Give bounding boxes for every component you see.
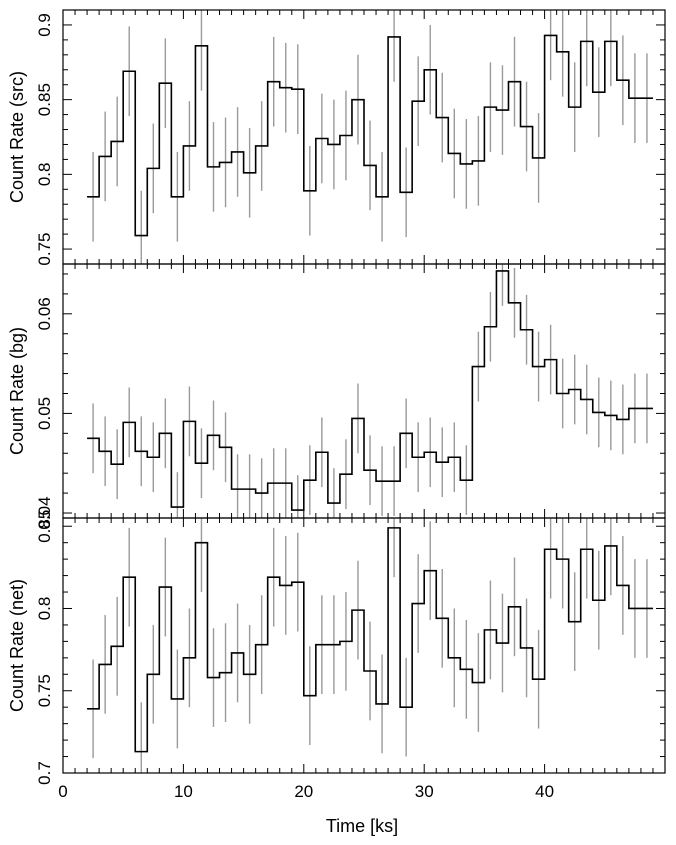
net-y-tick-label: 0.85 <box>35 510 54 543</box>
x-tick-label: 20 <box>294 782 313 801</box>
bg-ticks <box>62 264 665 518</box>
bg-step-line <box>87 270 653 511</box>
net-y-tick-labels: 0.7 0.75 0.8 0.85 <box>35 510 54 785</box>
src-error-bars <box>92 10 648 264</box>
bg-y-tick-label: 0.04 <box>35 496 54 529</box>
src-y-tick-label: 0.75 <box>35 233 54 266</box>
x-tick-label: 30 <box>415 782 434 801</box>
bg-y-tick-labels: 0.04 0.05 0.06 <box>35 297 54 529</box>
net-y-tick-label: 0.75 <box>35 674 54 707</box>
src-ticks <box>62 9 665 265</box>
src-y-tick-labels: 0.75 0.8 0.85 0.9 <box>35 13 54 265</box>
src-y-tick-label: 0.85 <box>35 83 54 116</box>
x-axis-title: Time [ks] <box>326 816 398 836</box>
bg-error-bars <box>92 264 648 518</box>
src-step-line <box>87 34 653 237</box>
src-y-tick-label: 0.8 <box>35 163 54 187</box>
bg-y-tick-label: 0.05 <box>35 397 54 430</box>
src-y-tick-label: 0.9 <box>35 13 54 37</box>
net-panel: 0.7 0.75 0.8 0.85 Count Rate (net) <box>7 510 666 785</box>
bg-y-tick-label: 0.06 <box>35 297 54 330</box>
net-ticks <box>62 518 665 774</box>
x-tick-labels: 0 10 20 30 40 <box>58 782 554 801</box>
x-tick-label: 10 <box>174 782 193 801</box>
net-y-tick-label: 0.8 <box>35 597 54 621</box>
net-step-line <box>87 527 653 753</box>
net-y-axis-title: Count Rate (net) <box>7 579 27 712</box>
bg-y-axis-title: Count Rate (bg) <box>7 327 27 455</box>
net-error-bars <box>92 518 648 773</box>
x-tick-label: 0 <box>58 782 67 801</box>
src-y-axis-title: Count Rate (src) <box>7 71 27 203</box>
net-y-tick-label: 0.7 <box>35 761 54 785</box>
x-tick-label: 40 <box>535 782 554 801</box>
bg-panel: 0.04 0.05 0.06 Count Rate (bg) <box>7 263 666 530</box>
src-panel: 0.75 0.8 0.85 0.9 Count Rate (src) <box>7 9 666 266</box>
